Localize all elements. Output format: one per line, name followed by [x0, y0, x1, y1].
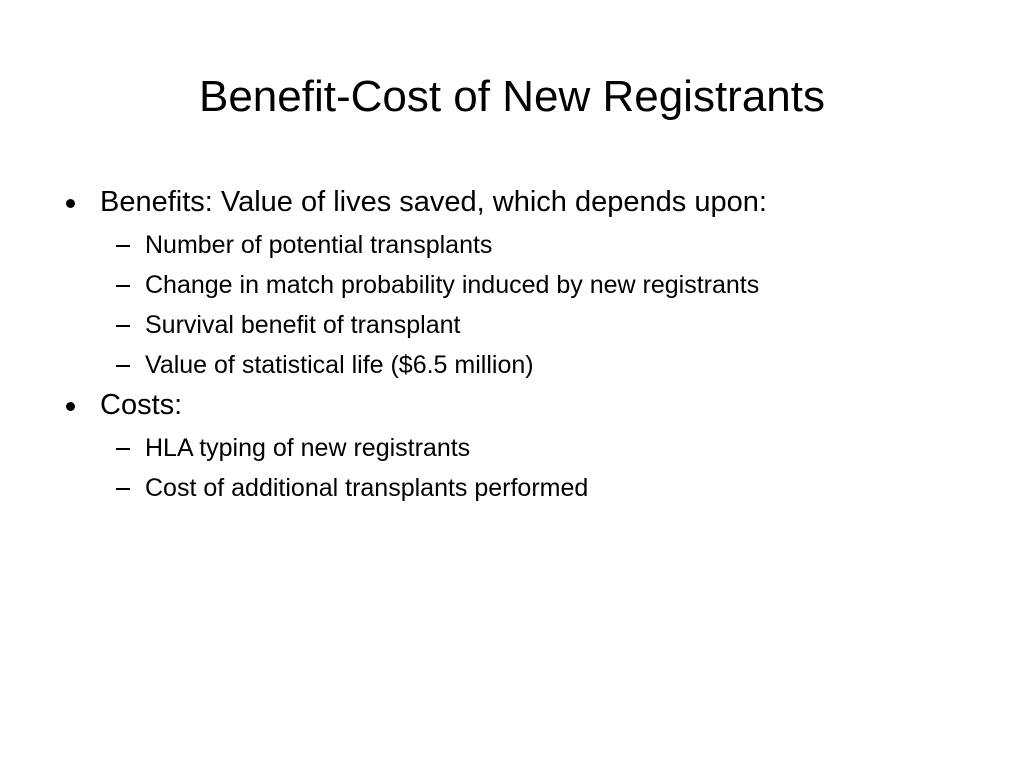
sub-bullet-dash [116, 325, 130, 327]
slide-title: Benefit-Cost of New Registrants [198, 72, 826, 121]
sub-bullet-dash [116, 245, 130, 247]
bullet-text: Benefits: Value of lives saved, which de… [100, 186, 767, 218]
sub-bullet-dash [116, 285, 130, 287]
sub-bullet-text: Change in match probability induced by n… [145, 271, 760, 299]
sub-bullet-dash [116, 365, 130, 367]
bullet-dot [66, 402, 75, 411]
sub-bullet-dash [116, 448, 130, 450]
sub-bullet-text: Number of potential transplants [145, 231, 493, 259]
sub-bullet-item: Survival benefit of transplant [60, 309, 765, 341]
sub-bullet-item: Value of statistical life ($6.5 million) [60, 349, 765, 381]
bullet-dot [66, 199, 75, 208]
sub-bullet-dash [116, 488, 130, 490]
sub-bullet-item: HLA typing of new registrants [60, 432, 765, 464]
sub-bullet-text: Value of statistical life ($6.5 million) [145, 351, 534, 379]
sub-bullet-item: Cost of additional transplants performed [60, 472, 765, 504]
sub-bullet-text: Survival benefit of transplant [145, 311, 461, 339]
sub-bullet-item: Number of potential transplants [60, 229, 765, 261]
bullet-text: Costs: [100, 389, 183, 421]
sub-bullet-item: Change in match probability induced by n… [60, 269, 765, 301]
sub-bullet-text: HLA typing of new registrants [145, 434, 471, 462]
bullet-item: Benefits: Value of lives saved, which de… [60, 184, 890, 221]
slide-body: Benefits: Value of lives saved, which de… [60, 178, 890, 504]
bullet-item: Costs: [60, 387, 890, 424]
sub-bullet-text: Cost of additional transplants performed [145, 474, 589, 502]
